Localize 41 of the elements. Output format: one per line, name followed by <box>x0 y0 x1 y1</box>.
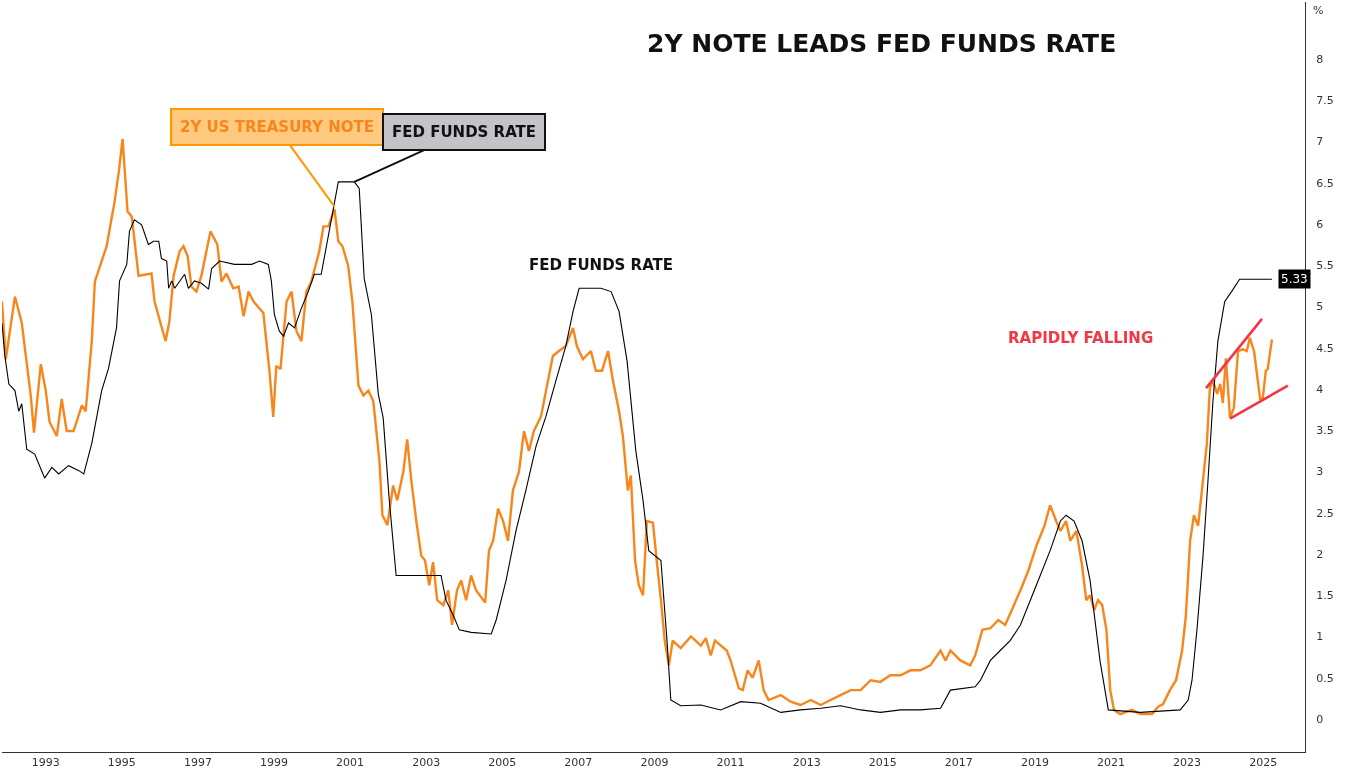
x-tick-label: 1999 <box>260 756 289 770</box>
x-tick-label: 2003 <box>412 756 441 770</box>
text: 2Y NOTE LEADS FED FUNDS RATE <box>647 28 1117 58</box>
x-tick-label: 1995 <box>107 756 136 770</box>
x-tick-label: 2013 <box>792 756 821 770</box>
x-tick-label: 1993 <box>31 756 60 770</box>
x-tick-label: 2023 <box>1173 756 1202 770</box>
x-tick-label: 1997 <box>183 756 212 770</box>
x-tick-label: 2025 <box>1249 756 1278 770</box>
x-tick-label: 2015 <box>868 756 897 770</box>
y-tick-label: 3.5 <box>1316 424 1334 438</box>
x-tick-label: 2005 <box>488 756 517 770</box>
annotation: 2Y US TREASURY NOTE <box>180 118 374 136</box>
y-tick-label: 6 <box>1316 217 1324 231</box>
x-tick-label: 2001 <box>336 756 365 770</box>
x-tick-label: 2009 <box>640 756 669 770</box>
x-tick-label: 2011 <box>716 756 745 770</box>
y-tick-label: 7 <box>1316 135 1324 149</box>
annotation: RAPIDLY FALLING <box>1008 329 1154 347</box>
annotation: FED FUNDS RATE <box>392 123 537 141</box>
y-tick-label: 2.5 <box>1316 506 1334 520</box>
y-tick-label: 4 <box>1316 382 1324 396</box>
y-tick-label: 1.5 <box>1316 589 1334 603</box>
x-tick-label: 2017 <box>944 756 973 770</box>
y-tick-label: 3 <box>1316 465 1324 479</box>
y-tick-label: 5 <box>1316 300 1324 314</box>
y-tick-label: 7.5 <box>1316 94 1334 108</box>
data-label: 5.33 <box>1281 272 1308 286</box>
y-tick-label: 2 <box>1316 547 1324 561</box>
y-tick-label: 4.5 <box>1316 341 1334 355</box>
y-tick-label: 6.5 <box>1316 176 1334 190</box>
x-tick-label: 2021 <box>1096 756 1125 770</box>
y-tick-label: 5.5 <box>1316 259 1334 273</box>
y-axis-title: % <box>1313 4 1324 17</box>
x-tick-label: 2007 <box>564 756 593 770</box>
y-tick-label: 0.5 <box>1316 671 1334 685</box>
y-tick-label: 8 <box>1316 52 1324 66</box>
y-tick-label: 0 <box>1316 712 1324 726</box>
x-tick-label: 2019 <box>1020 756 1049 770</box>
y-tick-label: 1 <box>1316 630 1324 644</box>
annotation: FED FUNDS RATE <box>529 256 674 274</box>
